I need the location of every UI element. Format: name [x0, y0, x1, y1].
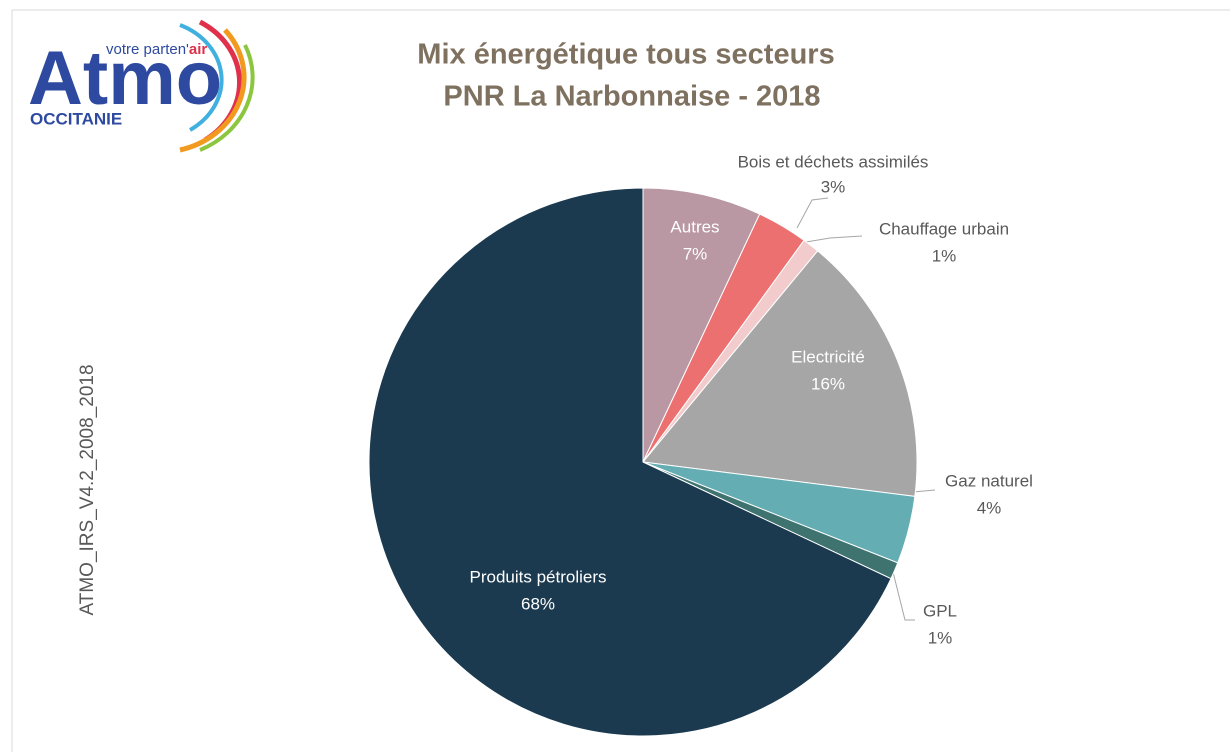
value-label: 4% — [977, 498, 1002, 517]
logo-arc — [199, 44, 255, 152]
value-label: 1% — [928, 628, 953, 647]
slice-label: Produits pétroliers — [469, 567, 606, 586]
slice-label: Chauffage urbain — [879, 219, 1009, 238]
leader-line — [891, 567, 915, 621]
logo-tagline: votre parten'air — [106, 41, 207, 58]
value-label: 7% — [683, 244, 708, 263]
value-label: 16% — [811, 374, 845, 393]
value-label: 68% — [521, 594, 555, 613]
logo-arc — [179, 23, 224, 132]
leader-line — [912, 489, 936, 493]
slice-label: Autres — [670, 217, 719, 236]
chart-title: Mix énergétique tous secteurs — [417, 39, 834, 71]
slice-label: GPL — [923, 601, 957, 620]
value-label: 1% — [932, 246, 957, 265]
value-label: 3% — [821, 177, 846, 196]
slice-label: Electricité — [791, 347, 865, 366]
pie-slice — [642, 187, 761, 463]
source-note: ATMO_IRS_V4.2_2008_2018 — [77, 364, 98, 615]
logo: votre parten'air Atmo OCCITANIE — [28, 19, 255, 153]
logo-region: OCCITANIE — [30, 109, 122, 128]
leader-line — [796, 197, 829, 229]
logo-arc — [179, 28, 247, 153]
chart-subtitle: PNR La Narbonnaise - 2018 — [443, 81, 820, 113]
leader-line — [805, 235, 863, 243]
slice-label: Gaz naturel — [945, 471, 1033, 490]
pie-slice — [642, 250, 918, 497]
slice-label: Bois et déchets assimilés — [738, 152, 929, 171]
pie-slice — [368, 187, 892, 737]
leader-lines — [796, 197, 936, 621]
logo-brand: Atmo — [28, 36, 222, 121]
